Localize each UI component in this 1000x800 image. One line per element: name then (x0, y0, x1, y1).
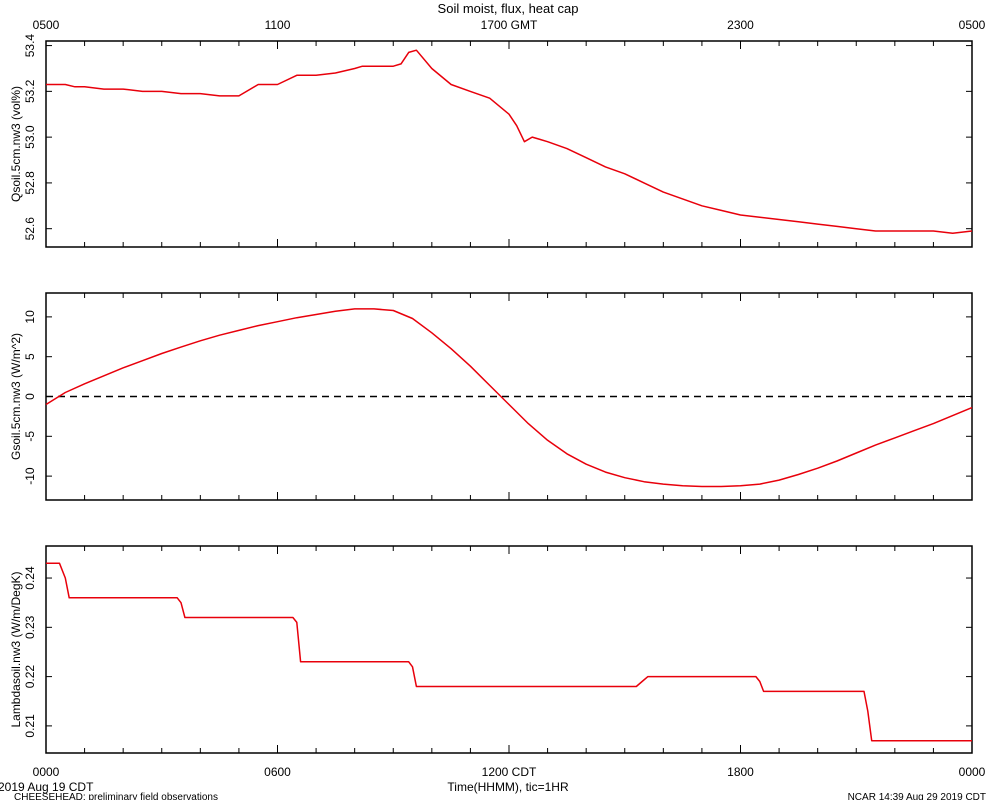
y-tick-label: -5 (23, 431, 37, 442)
y-axis-label: Lambdasoil.nw3 (W/m/DegK) (9, 571, 23, 727)
y-tick-label: -10 (23, 467, 37, 485)
y-tick-label: 0.23 (23, 615, 37, 639)
y-axis-label: Gsoil.5cm.nw3 (W/m^2) (9, 333, 23, 460)
series-line (46, 562, 972, 742)
top-tick-label: 0500 (959, 18, 986, 32)
panel-frame (45, 545, 973, 754)
chart-title: Soil moist, flux, heat cap (438, 1, 579, 16)
y-tick-label: 53.2 (23, 79, 37, 103)
series-line (45, 308, 973, 488)
y-tick-label: 5 (23, 353, 37, 360)
bottom-axis-ticks: 0000 0600 1200 CDT 1800 0000 (33, 765, 986, 779)
y-tick-label: 0.22 (23, 665, 37, 689)
bottom-tick-label: 1800 (727, 765, 754, 779)
top-tick-label: 1700 GMT (481, 18, 538, 32)
y-tick-label: 0.24 (23, 566, 37, 590)
y-axis-label: Qsoil.5cm.nw3 (vol%) (9, 86, 23, 202)
bottom-tick-label: 0000 (33, 765, 60, 779)
bottom-tick-label: 0000 (959, 765, 986, 779)
panels: 52.6 52.8 53.0 53.2 53.4 Qsoil.5cm.nw3 (vol%)… (9, 34, 973, 754)
x-axis-label: Time(HHMM), tic=1HR (447, 780, 569, 794)
y-tick-label: 53.0 (23, 125, 37, 149)
footer-left: CHEESEHEAD: preliminary field observatio… (14, 792, 218, 800)
y-tick-label: 10 (23, 310, 37, 324)
top-tick-label: 0500 (33, 18, 60, 32)
y-tick-label: 52.6 (23, 217, 37, 241)
bottom-tick-label: 1200 CDT (482, 765, 537, 779)
panel-1: 52.6 52.8 53.0 53.2 53.4 Qsoil.5cm.nw3 (vol%) (9, 34, 973, 248)
y-tick-label: 52.8 (23, 171, 37, 195)
y-tick-label: 0 (23, 393, 37, 400)
bottom-tick-label: 0600 (264, 765, 291, 779)
y-tick-label: 53.4 (23, 34, 37, 58)
top-axis-ticks: 0500 1100 1700 GMT 2300 0500 (33, 18, 986, 32)
top-tick-label: 2300 (727, 18, 754, 32)
panel-frame (45, 40, 973, 248)
y-tick-label: 0.21 (23, 714, 37, 738)
footer-right: NCAR 14:39 Aug 29 2019 CDT (848, 792, 986, 800)
date-label: 2019 Aug 19 CDT (0, 780, 94, 794)
series-line (46, 49, 973, 235)
top-tick-label: 1100 (265, 18, 291, 32)
